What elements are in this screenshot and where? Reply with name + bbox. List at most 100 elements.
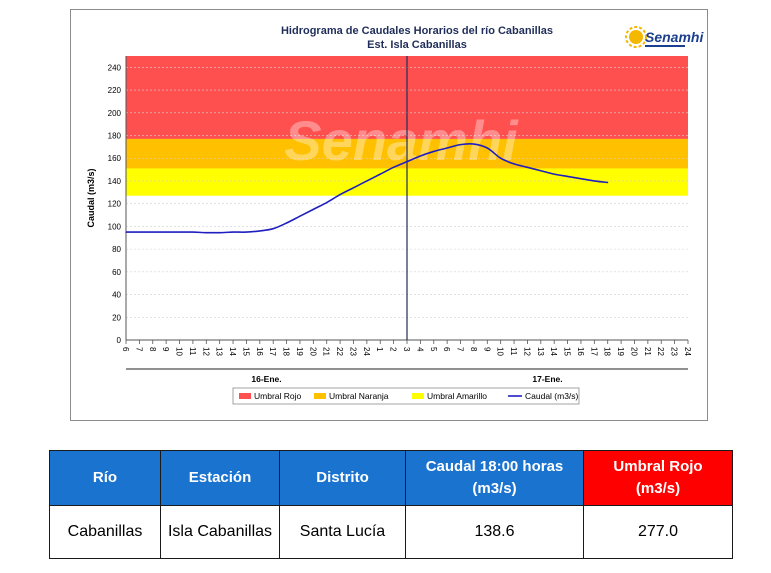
header-umbral-unit: (m3/s) <box>635 480 681 497</box>
hydrograph-chart: Hidrograma de Caudales Horarios del río … <box>86 25 704 405</box>
x-tick-label-32: 14 <box>549 347 558 356</box>
header-distrito: Distrito <box>279 450 406 506</box>
series-point-25 <box>459 144 462 146</box>
header-estacion-label: Estación <box>188 469 252 486</box>
legend-label-0: Umbral Rojo <box>254 391 302 401</box>
x-tick-label-22: 4 <box>415 347 424 352</box>
series-point-7 <box>219 232 221 234</box>
y-tick-label-12: 240 <box>108 63 122 72</box>
series-point-1 <box>138 231 140 233</box>
series-point-0 <box>125 231 127 233</box>
legend-label-2: Umbral Amarillo <box>427 391 487 401</box>
y-tick-label-10: 200 <box>108 109 122 118</box>
series-point-2 <box>152 231 154 233</box>
y-tick-label-4: 80 <box>112 245 121 254</box>
cell-caudal: 138.6 <box>405 505 584 559</box>
y-tick-label-5: 100 <box>108 222 122 231</box>
series-point-23 <box>433 150 435 153</box>
logo-underline <box>645 45 685 47</box>
header-umbral-label: Umbral Rojo <box>613 458 703 475</box>
x-tick-label-16: 22 <box>335 347 344 356</box>
x-tick-label-31: 13 <box>536 347 545 356</box>
series-point-14 <box>312 208 314 210</box>
y-tick-label-6: 120 <box>108 200 122 209</box>
series-point-27 <box>486 147 488 149</box>
x-tick-label-41: 23 <box>670 347 679 356</box>
x-tick-label-12: 18 <box>282 347 291 356</box>
day-label-1: 17-Ene. <box>532 374 562 384</box>
legend: Umbral Rojo Umbral Naranja Umbral Amarillo… <box>232 387 580 405</box>
x-tick-label-1: 7 <box>134 347 143 352</box>
cell-estacion: Isla Cabanillas <box>160 505 280 559</box>
series-point-9 <box>245 231 248 233</box>
x-tick-label-11: 17 <box>268 347 277 356</box>
series-point-28 <box>500 157 502 159</box>
x-tick-label-9: 15 <box>241 347 250 356</box>
series-point-6 <box>205 232 207 234</box>
x-tick-label-23: 5 <box>429 347 438 352</box>
series-point-33 <box>566 175 569 178</box>
sun-icon <box>625 26 647 48</box>
series-point-17 <box>352 187 355 189</box>
watermark-text: Senamhi <box>284 109 519 172</box>
day-labels: 16-Ene. 17-Ene. <box>126 368 688 384</box>
x-tick-label-39: 21 <box>643 347 652 356</box>
header-distrito-label: Distrito <box>316 469 369 486</box>
x-tick-label-40: 22 <box>656 347 665 356</box>
series-point-32 <box>553 173 555 175</box>
x-tick-label-18: 24 <box>362 347 371 356</box>
x-tick-label-14: 20 <box>308 347 317 356</box>
series-point-26 <box>473 143 475 145</box>
x-tick-label-5: 11 <box>188 347 197 356</box>
x-tick-label-27: 9 <box>482 347 491 352</box>
x-tick-labels: 6 7 8 9 10 11 12 13 14 15 16 17 18 19 20 21 22 23 24 1 2 3 4 5 6… <box>121 347 692 356</box>
header-estacion: Estación <box>160 450 280 506</box>
series-point-12 <box>285 222 288 224</box>
x-tick-label-37: 19 <box>616 347 625 356</box>
series-point-30 <box>526 166 529 168</box>
x-tick-label-3: 9 <box>161 347 170 352</box>
series-point-19 <box>379 173 381 175</box>
series-point-4 <box>178 231 181 233</box>
legend-swatch-0 <box>239 393 251 399</box>
x-tick-label-42: 24 <box>683 347 692 356</box>
x-tick-label-26: 8 <box>469 347 478 352</box>
y-tick-label-3: 60 <box>112 268 121 277</box>
y-tick-label-8: 160 <box>108 154 122 163</box>
series-point-16 <box>339 193 341 196</box>
x-tick-label-24: 6 <box>442 347 451 352</box>
series-point-13 <box>299 215 301 217</box>
x-tick-label-7: 13 <box>215 347 224 356</box>
x-tick-label-28: 10 <box>496 347 505 356</box>
series-point-24 <box>446 147 448 149</box>
legend-swatch-1 <box>314 393 326 399</box>
series-point-21 <box>406 161 408 163</box>
y-tick-label-0: 0 <box>117 336 122 345</box>
chart-subtitle: Est. Isla Cabanillas <box>367 39 467 51</box>
cell-umbral-rojo: 277.0 <box>583 505 733 559</box>
y-tick-labels: 0 20 40 60 80 100 120 140 160 180 200 220 240 <box>108 63 122 345</box>
series-point-5 <box>192 231 194 233</box>
x-tick-label-0: 6 <box>121 347 130 352</box>
x-tick-label-6: 12 <box>201 347 210 356</box>
table-row: Cabanillas Isla Cabanillas Santa Lucía 1… <box>49 505 733 559</box>
series-point-22 <box>419 155 421 157</box>
day-label-0: 16-Ene. <box>251 374 281 384</box>
x-tick-label-2: 8 <box>148 347 157 352</box>
y-tick-label-9: 180 <box>108 132 122 141</box>
y-tick-label-1: 20 <box>112 313 121 322</box>
chart-panel: Hidrograma de Caudales Horarios del río … <box>70 9 708 421</box>
x-tick-label-4: 10 <box>175 347 184 356</box>
series-point-29 <box>513 163 515 165</box>
cell-rio: Cabanillas <box>49 505 161 559</box>
y-axis-title: Caudal (m3/s) <box>86 168 96 227</box>
logo-wordmark: Senamhi <box>645 29 704 45</box>
x-tick-label-29: 11 <box>509 347 518 356</box>
x-tick-label-13: 19 <box>295 347 304 356</box>
legend-label-1: Umbral Naranja <box>329 391 389 401</box>
series-point-36 <box>607 181 609 184</box>
x-tick-label-38: 20 <box>629 347 638 356</box>
chart-title: Hidrograma de Caudales Horarios del río … <box>281 25 553 37</box>
series-point-3 <box>165 231 167 233</box>
header-umbral-rojo: Umbral Rojo (m3/s) <box>583 450 733 506</box>
